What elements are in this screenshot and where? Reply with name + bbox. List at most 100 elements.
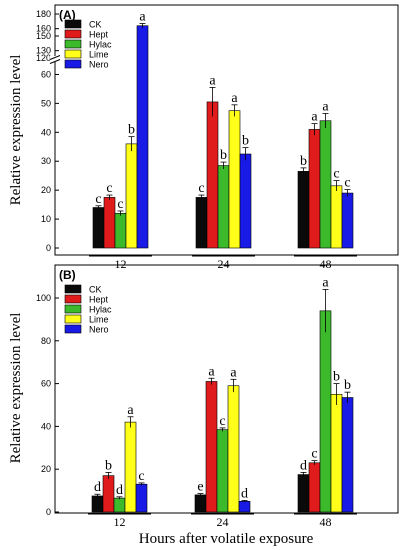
legend-swatch-hylac bbox=[64, 304, 82, 314]
bar-lime-12 bbox=[124, 421, 137, 513]
panel-a-frame bbox=[54, 4, 399, 256]
y-tick-label: 30 bbox=[41, 156, 51, 166]
significance-letter: c bbox=[106, 181, 112, 196]
legend-swatch-nero bbox=[64, 324, 82, 334]
legend-swatch-hylac bbox=[64, 39, 82, 49]
legend-swatch-ck bbox=[64, 284, 82, 294]
bar-hept-12 bbox=[102, 475, 115, 513]
legend-label-lime: Lime bbox=[89, 50, 109, 60]
legend-label-hylac: Hylac bbox=[89, 40, 112, 50]
significance-letter: c bbox=[198, 181, 204, 196]
bar-hylac-48 bbox=[319, 310, 332, 513]
legend-label-nero: Nero bbox=[89, 60, 109, 70]
significance-letter: b bbox=[220, 148, 227, 163]
bar-hylac-48 bbox=[319, 120, 332, 249]
panel-a-label: (A) bbox=[59, 8, 76, 22]
bar-lime-12 bbox=[125, 143, 138, 249]
panel-b-y-axis-label: Relative expression level bbox=[8, 313, 24, 464]
panel-a-y-axis-label: Relative expression level bbox=[8, 55, 24, 206]
bar-nero-48 bbox=[341, 192, 354, 249]
legend-label-lime: Lime bbox=[89, 315, 109, 325]
significance-letter: a bbox=[127, 403, 134, 418]
legend-swatch-hept bbox=[64, 294, 82, 304]
bar-ck-48 bbox=[297, 171, 310, 249]
bar-nero-48 bbox=[341, 397, 354, 513]
legend-swatch-hept bbox=[64, 29, 82, 39]
significance-letter: d bbox=[116, 483, 123, 498]
significance-letter: c bbox=[138, 469, 144, 484]
significance-letter: d bbox=[300, 458, 307, 473]
bar-lime-48 bbox=[330, 393, 343, 513]
bar-nero-12 bbox=[135, 483, 148, 513]
bar-nero-24 bbox=[239, 153, 252, 249]
significance-letter: c bbox=[344, 176, 350, 191]
significance-letter: d bbox=[94, 480, 101, 495]
significance-letter: b bbox=[128, 123, 135, 138]
significance-letter: a bbox=[209, 73, 216, 88]
y-tick-label: 100 bbox=[36, 293, 51, 303]
bar-hept-24 bbox=[206, 101, 219, 249]
legend-label-nero: Nero bbox=[89, 325, 109, 335]
bar-lime-24 bbox=[228, 110, 241, 249]
bar-hylac-12 bbox=[114, 212, 127, 249]
legend-label-ck: CK bbox=[89, 285, 102, 295]
y-tick-label: 120 bbox=[36, 53, 51, 63]
bar-lime-48 bbox=[330, 185, 343, 249]
significance-letter: a bbox=[230, 365, 237, 380]
y-tick-label: 40 bbox=[41, 127, 51, 137]
y-tick-label: 20 bbox=[41, 464, 51, 474]
axis-break-gap bbox=[50, 56, 60, 62]
x-tick-label: 12 bbox=[114, 515, 126, 529]
bar-ck-24 bbox=[194, 494, 207, 513]
bar-ck-48 bbox=[297, 474, 310, 513]
bar-hylac-24 bbox=[217, 165, 230, 249]
y-tick-label: 0 bbox=[46, 507, 51, 517]
y-tick-label: 60 bbox=[41, 379, 51, 389]
panel-b-label: (B) bbox=[59, 268, 76, 282]
legend-label-hylac: Hylac bbox=[89, 305, 112, 315]
significance-letter: b bbox=[105, 458, 112, 473]
significance-letter: b bbox=[300, 154, 307, 169]
bar-hylac-12 bbox=[113, 497, 126, 513]
y-tick-label: 150 bbox=[36, 31, 51, 41]
y-tick-label: 180 bbox=[36, 9, 51, 19]
y-tick-label: 80 bbox=[41, 336, 51, 346]
legend-swatch-ck bbox=[64, 19, 82, 29]
axis-break-mark bbox=[49, 59, 61, 64]
y-tick-label: 40 bbox=[41, 421, 51, 431]
bar-nero-24 bbox=[238, 500, 251, 513]
x-tick-label: 48 bbox=[320, 257, 332, 271]
x-tick-label: 12 bbox=[115, 257, 127, 271]
panel-b-x-axis-label: Hours after volatile exposure bbox=[139, 531, 314, 547]
bar-nero-12 bbox=[136, 25, 149, 249]
x-tick-label: 48 bbox=[320, 515, 332, 529]
significance-letter: c bbox=[117, 197, 123, 212]
bar-lime-24 bbox=[227, 385, 240, 513]
y-tick-label: 130 bbox=[36, 46, 51, 56]
axis-break-mark bbox=[49, 55, 61, 60]
legend-label-hept: Hept bbox=[89, 295, 109, 305]
legend-swatch-lime bbox=[64, 314, 82, 324]
significance-letter: c bbox=[95, 192, 101, 207]
bar-hylac-24 bbox=[216, 429, 229, 513]
significance-letter: a bbox=[139, 10, 146, 25]
y-tick-label: 10 bbox=[41, 214, 51, 224]
x-tick-label: 24 bbox=[217, 515, 229, 529]
y-tick-label: 50 bbox=[41, 98, 51, 108]
significance-letter: c bbox=[311, 447, 317, 462]
bar-hept-48 bbox=[308, 129, 321, 249]
legend-label-hept: Hept bbox=[89, 30, 109, 40]
legend-label-ck: CK bbox=[89, 20, 102, 30]
significance-letter: a bbox=[208, 364, 215, 379]
significance-letter: d bbox=[241, 486, 248, 501]
bar-hept-12 bbox=[103, 197, 116, 249]
panel-a-x-ticks: 12 24 48 bbox=[89, 255, 357, 271]
significance-letter: b bbox=[242, 134, 249, 149]
significance-letter: b bbox=[333, 370, 340, 385]
